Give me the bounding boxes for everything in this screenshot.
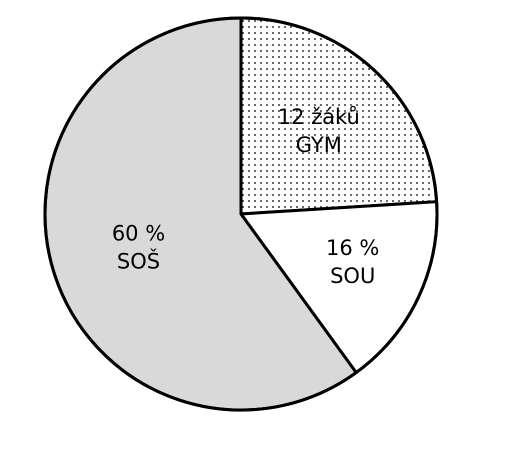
pie-labels: 12 žáků GYM 16 % SOU 60 % SOŠ: [112, 105, 380, 288]
slice-label-line: 12 žáků: [278, 105, 360, 129]
slice-label: 60 % SOŠ: [112, 221, 165, 273]
slice-label-line: 60 %: [112, 221, 165, 245]
slice-label-line: SOU: [330, 264, 375, 288]
slice-label-line: GYM: [296, 133, 342, 157]
slice-label-line: 16 %: [326, 236, 379, 260]
pie-outline: [43, 16, 439, 412]
slice-label: 12 žáků GYM: [278, 105, 360, 157]
slice-label-line: SOŠ: [117, 248, 160, 273]
pie-slices: [43, 16, 439, 412]
slice-label: 16 % SOU: [326, 236, 379, 288]
